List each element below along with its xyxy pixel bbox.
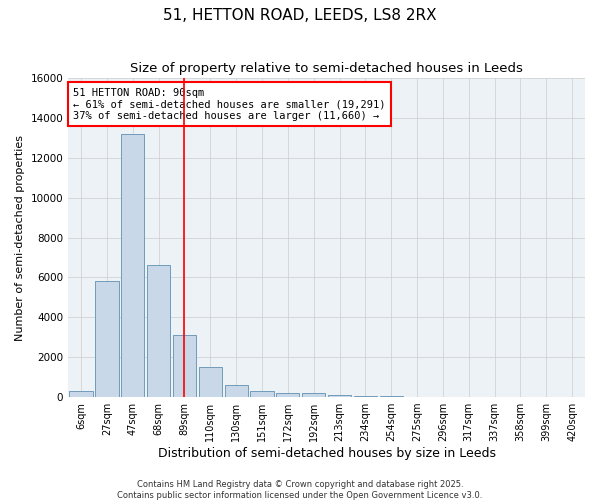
Bar <box>328 395 351 397</box>
Bar <box>173 336 196 397</box>
Bar <box>95 282 119 397</box>
Bar <box>380 396 403 397</box>
Bar <box>121 134 145 397</box>
Bar <box>199 367 222 397</box>
Bar <box>276 393 299 397</box>
Bar <box>70 391 93 397</box>
Bar <box>302 393 325 397</box>
Text: 51, HETTON ROAD, LEEDS, LS8 2RX: 51, HETTON ROAD, LEEDS, LS8 2RX <box>163 8 437 22</box>
Bar <box>250 391 274 397</box>
Bar <box>224 385 248 397</box>
Title: Size of property relative to semi-detached houses in Leeds: Size of property relative to semi-detach… <box>130 62 523 76</box>
X-axis label: Distribution of semi-detached houses by size in Leeds: Distribution of semi-detached houses by … <box>158 447 496 460</box>
Text: 51 HETTON ROAD: 90sqm
← 61% of semi-detached houses are smaller (19,291)
37% of : 51 HETTON ROAD: 90sqm ← 61% of semi-deta… <box>73 88 386 121</box>
Text: Contains HM Land Registry data © Crown copyright and database right 2025.
Contai: Contains HM Land Registry data © Crown c… <box>118 480 482 500</box>
Bar <box>147 266 170 397</box>
Bar <box>354 396 377 397</box>
Y-axis label: Number of semi-detached properties: Number of semi-detached properties <box>15 134 25 340</box>
